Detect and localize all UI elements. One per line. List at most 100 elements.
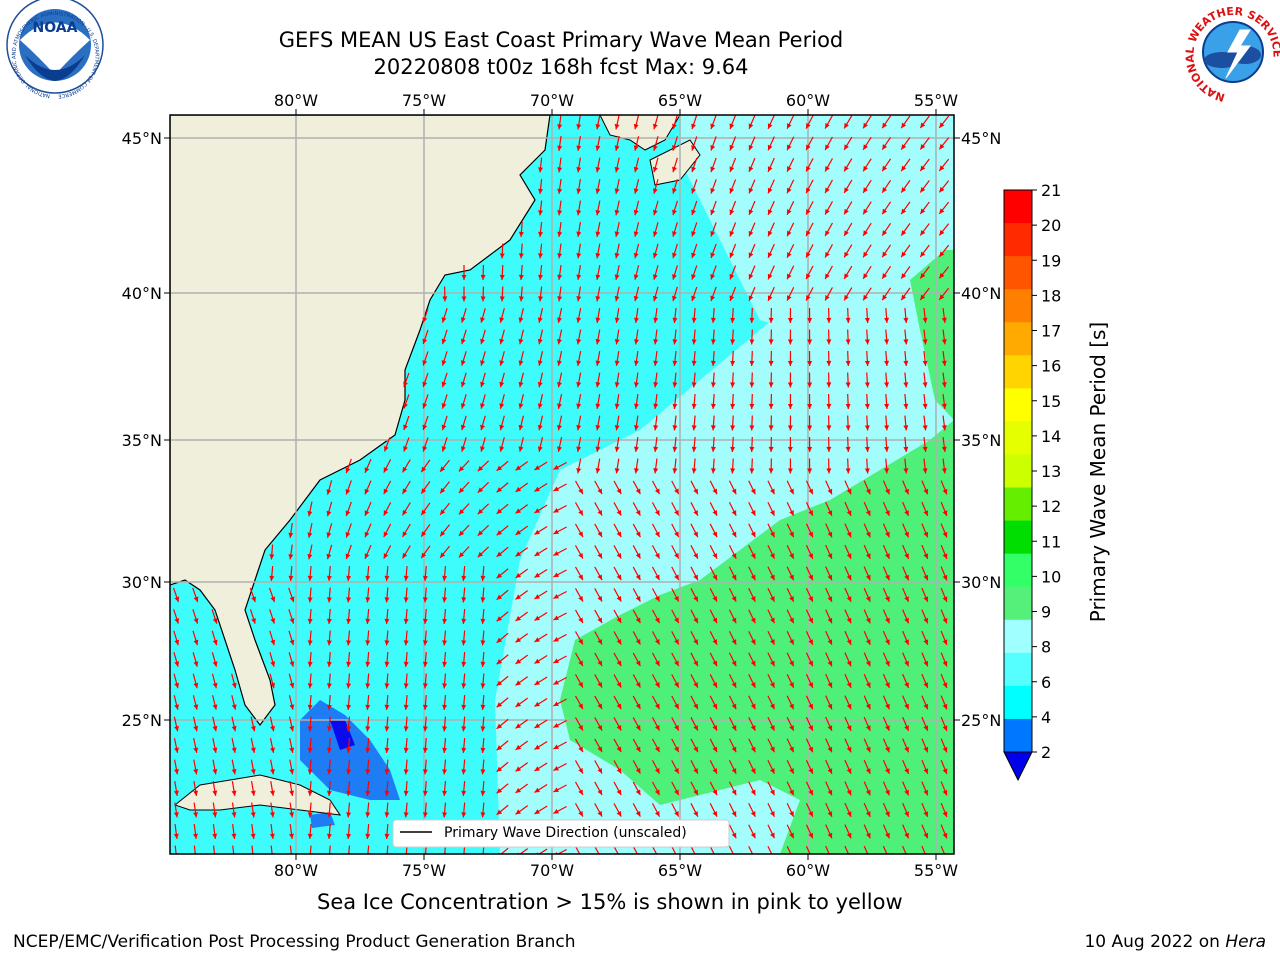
wave-arrow-head: [174, 639, 180, 646]
wave-arrow-head: [633, 382, 639, 388]
wave-arrow-head: [174, 704, 180, 710]
wave-arrow-head: [346, 661, 352, 667]
wave-arrow-head: [710, 403, 716, 409]
wave-arrow-head: [633, 295, 639, 302]
wave-arrow-head: [616, 789, 622, 796]
wave-arrow-head: [496, 809, 503, 815]
direction-legend: Primary Wave Direction (unscaled): [392, 819, 730, 848]
wave-arrow-head: [496, 702, 503, 708]
wave-arrow-head: [345, 553, 351, 560]
wave-arrow-head: [461, 575, 467, 581]
wave-arrow-head: [441, 338, 447, 345]
wave-arrow-head: [904, 553, 909, 559]
wave-arrow-head: [789, 746, 794, 753]
wave-arrow-head: [557, 231, 563, 237]
colorbar-tick: 15: [1041, 392, 1061, 411]
wave-arrow-head: [922, 382, 928, 388]
wave-arrow-head: [787, 209, 792, 215]
wave-arrow-head: [534, 680, 540, 685]
wave-arrow-head: [422, 381, 428, 388]
wave-arrow-head: [942, 617, 948, 624]
wave-arrow-head: [923, 660, 929, 667]
wave-arrow-head: [789, 510, 794, 516]
wave-arrow-head: [576, 338, 582, 345]
wave-arrow-head: [458, 530, 465, 537]
wave-arrow-head: [326, 812, 332, 818]
colorbar-segment: [1004, 619, 1032, 654]
lon-label-top: 75°W: [402, 91, 446, 110]
wave-arrow-head: [789, 488, 794, 495]
wave-arrow-head: [614, 403, 620, 409]
wave-arrow-head: [767, 273, 773, 280]
wave-arrow-head: [654, 553, 660, 559]
wave-arrow-head: [496, 680, 503, 686]
wave-arrow-head: [231, 725, 237, 732]
wave-arrow-head: [212, 833, 218, 839]
wave-arrow-head: [865, 488, 871, 495]
wave-arrow-head: [308, 855, 313, 860]
wave-arrow-head: [845, 339, 851, 345]
wave-arrow-head: [365, 683, 371, 689]
wave-arrow-head: [846, 768, 852, 774]
wave-arrow-head: [904, 488, 909, 495]
wave-arrow-head: [496, 723, 503, 729]
wave-arrow: [556, 848, 567, 854]
wave-arrow-head: [212, 704, 218, 710]
wave-arrow-head: [365, 597, 371, 603]
wave-arrow-head: [787, 339, 793, 345]
wave-arrow-head: [597, 638, 603, 645]
wave-arrow-head: [212, 768, 218, 775]
wave-arrow-head: [731, 703, 737, 710]
wave-arrow-head: [576, 167, 582, 173]
wave-arrow-head: [578, 703, 583, 710]
wave-arrow-head: [768, 339, 774, 345]
wave-arrow-head: [403, 726, 409, 732]
wave-arrow-head: [789, 553, 794, 559]
wave-arrow-head: [904, 682, 909, 688]
wave-arrow-head: [654, 682, 660, 688]
wave-arrow-head: [787, 252, 792, 258]
wave-arrow-head: [713, 854, 717, 860]
wave-arrow-head: [787, 468, 793, 474]
colorbar-segment: [1004, 388, 1032, 422]
wave-arrow-head: [537, 381, 543, 388]
wave-arrow-head: [846, 639, 852, 645]
wave-arrow-head: [654, 488, 660, 495]
wave-arrow-head: [731, 574, 737, 581]
wave-arrow-head: [904, 660, 909, 667]
wave-arrow-head: [789, 725, 794, 731]
wave-arrow-head: [712, 789, 717, 796]
wave-arrow-head: [231, 790, 237, 796]
colorbar-segment: [1004, 586, 1032, 621]
wave-arrow-head: [882, 144, 888, 150]
wave-arrow-head: [844, 294, 849, 301]
wave-arrow-head: [576, 124, 582, 130]
wave-arrow-head: [515, 658, 522, 664]
wave-arrow-head: [384, 640, 390, 646]
wave-arrow-head: [882, 273, 888, 279]
wave-arrow-head: [885, 811, 890, 817]
wave-arrow-head: [461, 683, 467, 689]
wave-arrow-head: [806, 144, 811, 151]
wave-arrow-head: [672, 188, 677, 194]
wave-arrow-head: [827, 789, 833, 796]
wave-arrow-head: [789, 682, 794, 688]
colorbar-segment: [1004, 520, 1032, 555]
wave-arrow-head: [616, 488, 622, 495]
wave-arrow-head: [578, 638, 583, 645]
wave-arrow-head: [729, 295, 735, 301]
lon-label-top: 65°W: [658, 91, 702, 110]
wave-arrow-head: [553, 658, 559, 664]
wave-arrow-head: [808, 789, 813, 796]
wave-arrow-head: [346, 618, 352, 624]
wave-arrow-head: [652, 274, 658, 280]
wave-arrow-head: [674, 617, 679, 624]
wave-arrow-head: [441, 403, 447, 409]
wave-arrow-head: [384, 812, 390, 818]
wave-arrow-head: [251, 855, 256, 860]
wave-arrow-head: [383, 553, 389, 559]
wave-arrow-head: [384, 855, 389, 860]
wave-arrow: [940, 845, 946, 854]
wave-arrow-head: [750, 832, 756, 839]
wave-arrow-head: [515, 787, 522, 793]
